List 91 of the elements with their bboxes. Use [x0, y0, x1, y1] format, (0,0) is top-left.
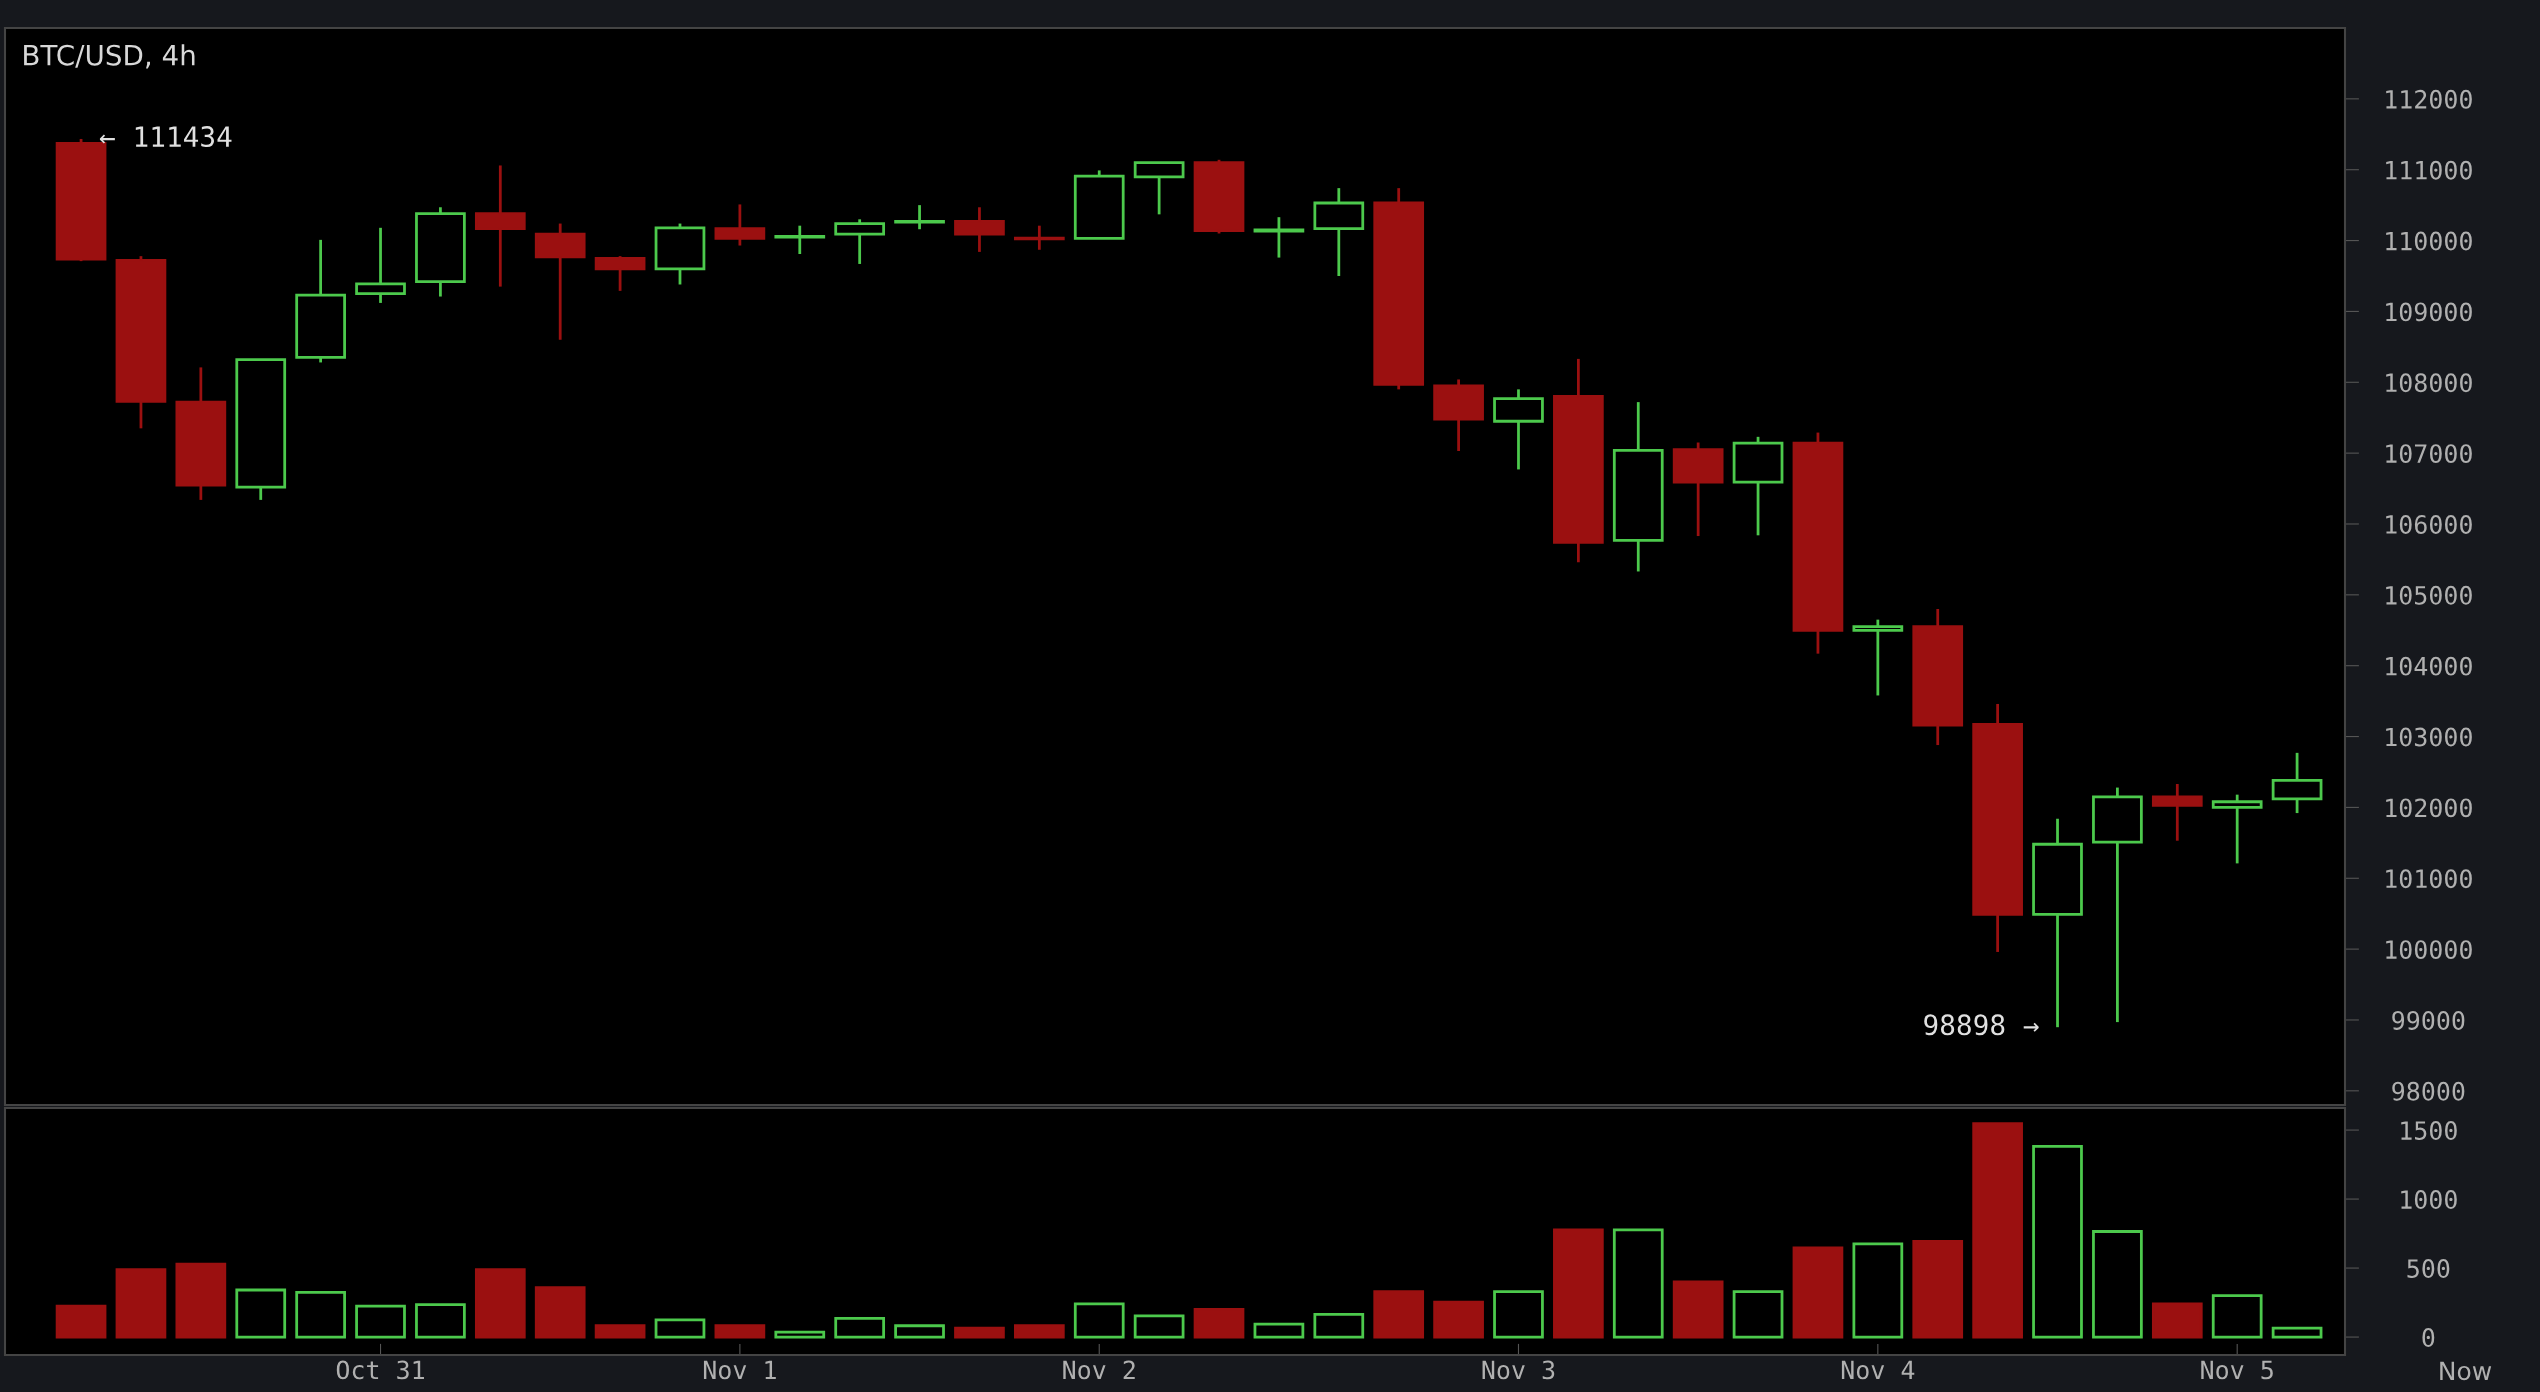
candlestick	[1313, 186, 1365, 278]
candlestick	[954, 205, 1005, 254]
y-tick-label: 112000	[2386, 89, 2472, 109]
bar	[1612, 1228, 1664, 1339]
bar	[1193, 1308, 1245, 1339]
bar	[954, 1326, 1005, 1339]
bar	[1133, 1314, 1185, 1339]
bar	[594, 1324, 646, 1339]
candlestick	[175, 366, 227, 502]
candlestick	[2211, 793, 2263, 865]
bar	[235, 1288, 287, 1339]
y-tick-label: 101000	[2386, 869, 2472, 889]
y-tick-label: 103000	[2386, 727, 2472, 747]
candlestick	[714, 203, 766, 247]
bar	[1553, 1228, 1604, 1339]
bar	[175, 1262, 227, 1339]
y-tick-label: 105000	[2386, 585, 2472, 605]
x-tick-label: Nov 1	[703, 1360, 776, 1380]
candlestick	[894, 203, 945, 231]
bar	[55, 1304, 107, 1339]
bar	[2271, 1326, 2323, 1339]
bar	[774, 1330, 826, 1339]
candlestick	[295, 238, 346, 364]
candlestick	[1433, 378, 1484, 453]
candlestick	[534, 222, 586, 342]
candlestick	[1972, 702, 2023, 954]
x-tick-label: Nov 2	[1063, 1360, 1135, 1380]
bar	[415, 1303, 466, 1339]
y-tick-label: 108000	[2386, 373, 2472, 393]
candlestick	[1672, 441, 1724, 538]
bar	[1732, 1290, 1784, 1339]
y-tick-label: 100000	[2386, 940, 2472, 960]
bar	[1493, 1290, 1544, 1339]
candlestick	[1373, 186, 1425, 391]
bar	[1972, 1122, 2023, 1339]
bar	[115, 1268, 167, 1339]
bar	[834, 1317, 886, 1339]
y-tick-label: 107000	[2386, 444, 2472, 464]
bar	[1373, 1290, 1425, 1339]
bar	[1313, 1312, 1365, 1339]
bar	[355, 1304, 406, 1339]
bar	[714, 1324, 766, 1339]
bar	[1852, 1242, 1904, 1339]
bar	[2032, 1144, 2083, 1339]
y-tick-label: 98000	[2392, 1081, 2465, 1101]
candlestick	[1553, 357, 1604, 564]
x-tick-label: Oct 31	[336, 1360, 424, 1380]
bar	[654, 1318, 706, 1339]
bar	[2151, 1302, 2203, 1339]
text: Now	[2440, 1361, 2492, 1381]
y-tick-label: 500	[2407, 1259, 2450, 1278]
x-tick-label: Nov 4	[1841, 1360, 1915, 1380]
y-tick-label: 102000	[2386, 798, 2472, 818]
candlestick	[474, 164, 526, 289]
text: BTC/USD, 4h	[24, 44, 195, 69]
candlestick	[415, 205, 466, 298]
bar	[1912, 1239, 1964, 1339]
bar	[1014, 1324, 1065, 1339]
candlestick	[355, 226, 406, 305]
x-tick-label: Nov 5	[2201, 1360, 2273, 1380]
y-tick-label: 1000	[2401, 1190, 2457, 1209]
candlestick	[1852, 618, 1904, 697]
candlestick	[834, 217, 886, 266]
candlestick	[1612, 400, 1664, 573]
y-tick-label: 110000	[2386, 231, 2472, 251]
annotation: 98898 →	[1924, 1014, 2039, 1036]
y-tick-label: 106000	[2386, 515, 2472, 534]
x-tick-label: Nov 3	[1482, 1360, 1555, 1380]
annotation: ← 111434	[99, 126, 232, 148]
bar	[894, 1324, 945, 1339]
candlestick	[2092, 786, 2143, 1024]
bar	[1073, 1302, 1125, 1339]
candlestick	[2151, 782, 2203, 843]
bar	[1433, 1300, 1484, 1339]
y-tick-label: 1500	[2401, 1121, 2457, 1140]
candlestick	[774, 224, 826, 256]
bar	[2092, 1230, 2143, 1339]
candlestick	[1912, 607, 1964, 747]
y-tick-label: 111000	[2386, 160, 2472, 180]
bar	[2211, 1294, 2263, 1339]
bar	[1253, 1322, 1305, 1339]
bar	[1792, 1246, 1844, 1339]
y-tick-label: 99000	[2392, 1010, 2465, 1030]
bar	[474, 1268, 526, 1339]
y-tick-label: 0	[2422, 1328, 2435, 1347]
y-tick-label: 109000	[2386, 302, 2472, 322]
y-tick-label: 104000	[2386, 656, 2472, 676]
bar	[1672, 1280, 1724, 1339]
bar	[295, 1290, 346, 1339]
candlestick	[1493, 387, 1544, 471]
bar	[534, 1286, 586, 1339]
